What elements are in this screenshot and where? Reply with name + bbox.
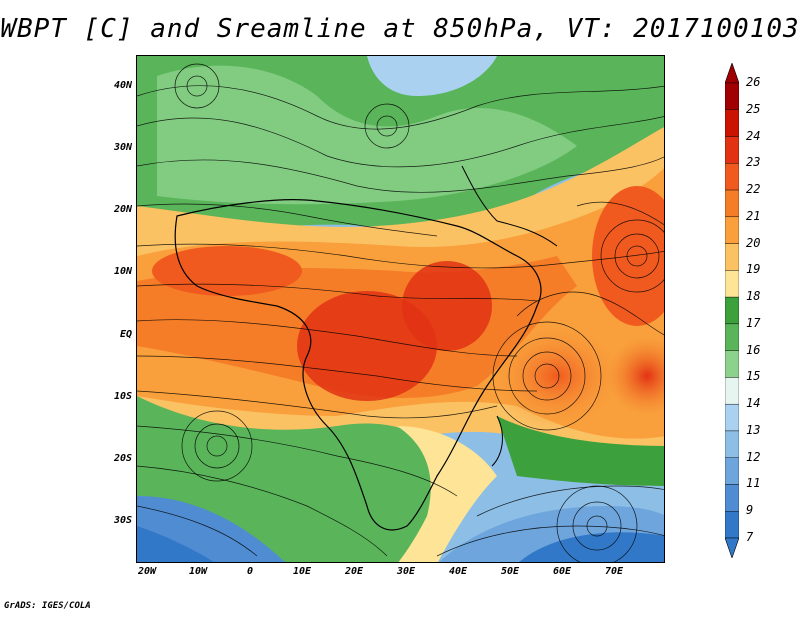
lat-label-30s: 30S [113, 515, 132, 526]
map-title: WBPT [C] and Sreamline at 850hPa, VT: 20… [0, 14, 800, 44]
colorbar-swatch [725, 163, 739, 191]
colorbar-label: 25 [746, 101, 761, 116]
colorbar-swatch [725, 377, 739, 405]
colorbar-label: 19 [746, 262, 761, 277]
lon-label-30e: 30E [396, 566, 416, 577]
colorbar-swatch [725, 109, 739, 137]
lon-label-20e: 20E [344, 566, 364, 577]
colorbar-label: 23 [746, 155, 761, 170]
colorbar-label: 14 [746, 396, 761, 411]
lon-label-70e: 70E [604, 566, 624, 577]
colorbar-swatch [725, 270, 739, 298]
colorbar-swatch [725, 350, 739, 378]
lat-label-10n: 10N [113, 266, 132, 277]
lat-label-10s: 10S [113, 391, 132, 402]
lat-label-eq: EQ [119, 329, 132, 340]
colorbar [725, 63, 739, 558]
colorbar-label: 13 [746, 422, 761, 437]
lat-label-30n: 30N [113, 142, 132, 153]
colorbar-swatch [725, 216, 739, 244]
lon-label-0: 0 [246, 566, 254, 577]
colorbar-swatch [725, 136, 739, 164]
colorbar-label: 18 [746, 289, 761, 304]
footer-credit: GrADS: IGES/COLA [4, 601, 91, 611]
colorbar-swatch [725, 430, 739, 458]
colorbar-label: 16 [746, 342, 761, 357]
colorbar-swatch [725, 82, 739, 110]
colorbar-bottom-arrow [725, 537, 739, 558]
colorbar-swatch [725, 484, 739, 512]
lon-label-10e: 10E [292, 566, 312, 577]
colorbar-top-arrow [725, 63, 739, 84]
colorbar-label: 20 [746, 235, 761, 250]
colorbar-swatch [725, 189, 739, 218]
colorbar-label: 12 [746, 449, 761, 464]
lat-label-40n: 40N [113, 80, 132, 91]
colorbar-swatch [725, 296, 739, 325]
lon-label-10w: 10W [188, 566, 208, 577]
lon-label-40e: 40E [448, 566, 468, 577]
colorbar-label: 24 [746, 128, 761, 143]
map-canvas [137, 56, 664, 562]
colorbar-label: 22 [746, 182, 761, 197]
colorbar-label: 21 [746, 208, 761, 223]
lon-label-20w: 20W [137, 566, 157, 577]
lat-label-20s: 20S [113, 453, 132, 464]
colorbar-swatch [725, 511, 739, 539]
colorbar-label: 9 [746, 503, 754, 518]
colorbar-label: 26 [746, 75, 761, 89]
colorbar-label: 7 [746, 530, 754, 544]
colorbar-swatch [725, 323, 739, 351]
colorbar-swatch [725, 403, 739, 432]
lon-label-50e: 50E [500, 566, 520, 577]
colorbar-label: 11 [746, 476, 761, 491]
colorbar-label: 15 [746, 369, 761, 384]
colorbar-label: 17 [746, 315, 761, 330]
lat-label-20n: 20N [113, 204, 132, 215]
lon-label-60e: 60E [552, 566, 572, 577]
colorbar-swatch [725, 243, 739, 271]
colorbar-swatch [725, 457, 739, 485]
weather-map[interactable] [136, 55, 665, 563]
